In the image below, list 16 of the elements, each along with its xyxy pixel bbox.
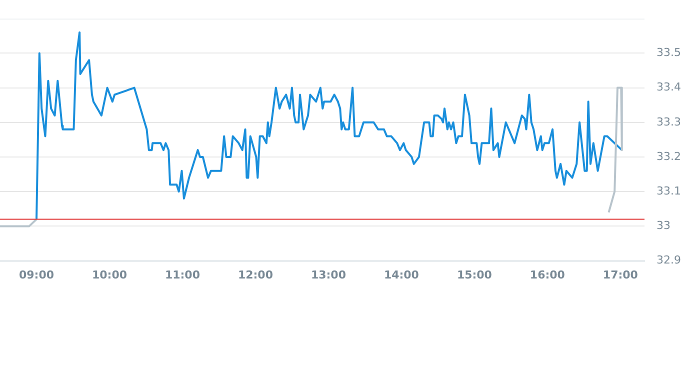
y-tick-label: 33.4 [656,80,682,94]
y-tick-label: 33.5 [656,46,682,60]
x-tick-label: 09:00 [18,268,54,282]
x-tick-label: 10:00 [92,268,128,282]
y-tick-label: 33.1 [656,184,682,198]
x-tick-label: 17:00 [602,268,638,282]
y-tick-label: 33.2 [656,150,682,163]
x-tick-label: 11:00 [164,268,200,282]
y-tick-label: 32.9 [656,254,682,267]
x-tick-label: 14:00 [384,268,420,282]
x-tick-label: 15:00 [456,268,492,282]
y-tick-label: 33 [656,219,671,232]
x-tick-label: 12:00 [238,268,274,282]
x-tick-label: 13:00 [310,268,346,282]
y-tick-label: 33.3 [656,115,682,128]
x-tick-label: 16:00 [530,268,566,282]
